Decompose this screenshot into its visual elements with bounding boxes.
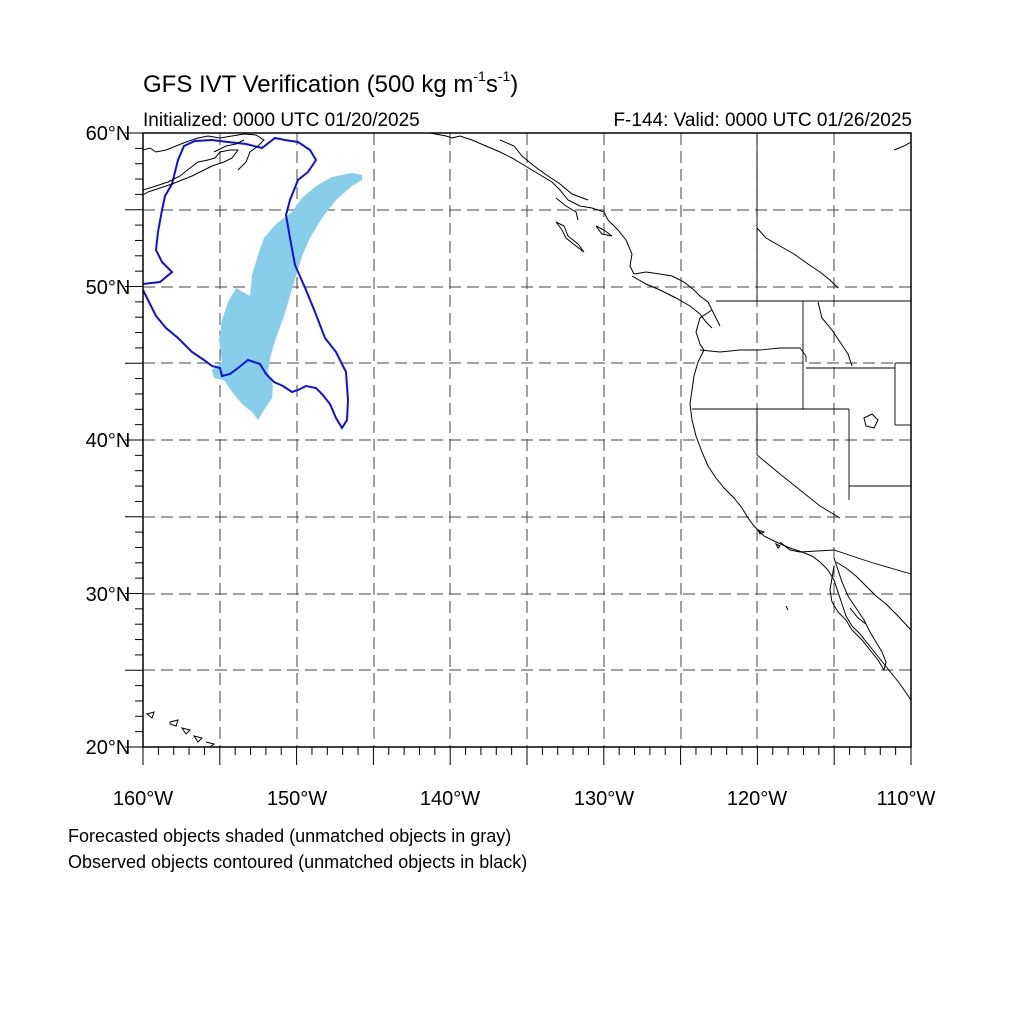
political-borders [692,133,911,575]
lat-axis-labels: 60°N 50°N 40°N 30°N 20°N [86,123,131,759]
lon-label-130w: 130°W [574,788,634,810]
lat-lon-grid [143,133,911,747]
valid-time-label: F-144: Valid: 0000 UTC 01/26/2025 [613,110,912,131]
observed-ivt-contour [143,136,350,430]
lat-label-50n: 50°N [86,277,131,299]
lat-label-30n: 30°N [86,584,131,606]
tick-marks [125,132,912,765]
lon-label-150w: 150°W [267,788,327,810]
lat-label-40n: 40°N [86,430,131,452]
forecast-legend-note: Forecasted objects shaded (unmatched obj… [68,826,512,846]
lat-label-60n: 60°N [86,123,131,145]
coastlines [143,133,911,747]
lon-label-140w: 140°W [420,788,480,810]
lon-label-120w: 120°W [727,788,787,810]
initialized-label: Initialized: 0000 UTC 01/20/2025 [143,110,420,131]
lon-label-160w: 160°W [113,788,173,810]
map-title: GFS IVT Verification (500 kg m-1s-1) [143,68,519,98]
lon-axis-labels: 160°W 150°W 140°W 130°W 120°W 110°W [113,788,936,810]
lon-label-110w: 110°W [877,788,936,810]
observed-legend-note: Observed objects contoured (unmatched ob… [68,852,528,872]
forecast-ivt-object [212,173,362,420]
lat-label-20n: 20°N [86,737,131,759]
